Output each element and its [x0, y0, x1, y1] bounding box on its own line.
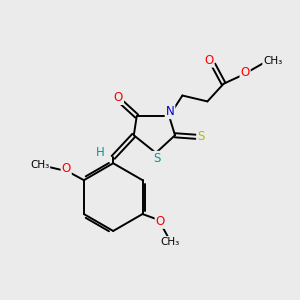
- Text: O: O: [241, 66, 250, 79]
- Text: N: N: [166, 105, 174, 118]
- Text: S: S: [153, 152, 160, 165]
- Text: S: S: [197, 130, 205, 143]
- Text: CH₃: CH₃: [160, 237, 179, 247]
- Text: CH₃: CH₃: [30, 160, 49, 170]
- Text: O: O: [61, 162, 71, 175]
- Text: CH₃: CH₃: [263, 56, 282, 66]
- Text: O: O: [204, 54, 214, 67]
- Text: O: O: [156, 215, 165, 228]
- Text: H: H: [96, 146, 104, 159]
- Text: O: O: [114, 91, 123, 104]
